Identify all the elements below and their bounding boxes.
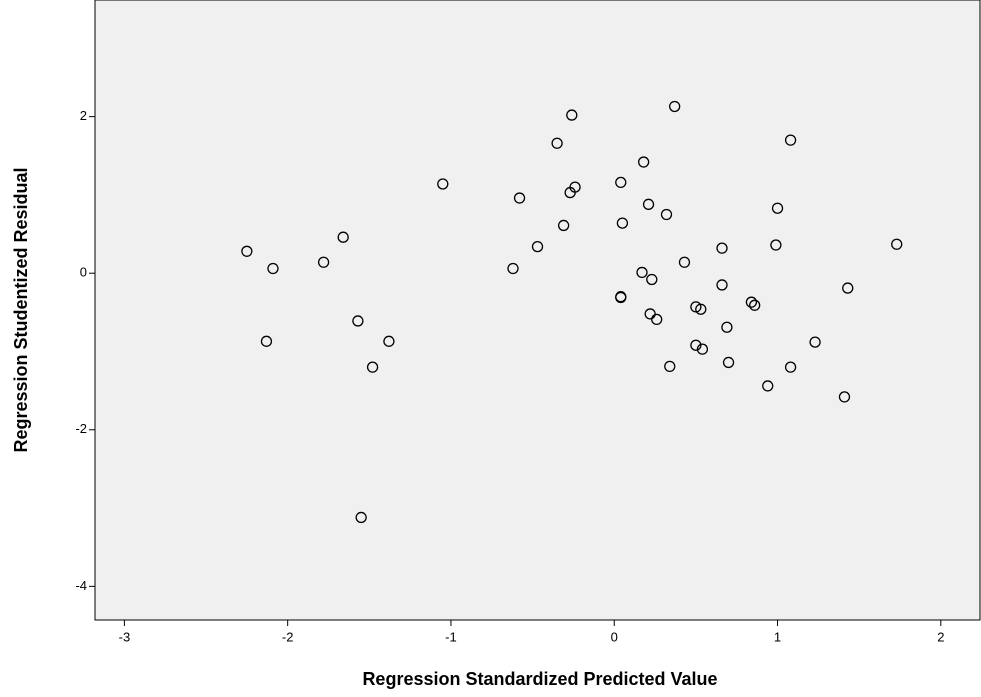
- point: [771, 202, 784, 214]
- point: [644, 308, 656, 320]
- point: [531, 240, 544, 253]
- point: [695, 303, 707, 315]
- y-tick-label: -2: [75, 421, 87, 436]
- point: [507, 262, 519, 275]
- point: [355, 511, 367, 524]
- point: [722, 356, 735, 369]
- point: [690, 339, 702, 351]
- point: [642, 198, 655, 210]
- point: [615, 176, 627, 189]
- point: [669, 100, 681, 113]
- point: [784, 361, 797, 373]
- y-axis-title: Regression Studentized Residual: [11, 167, 31, 452]
- point: [317, 256, 330, 268]
- x-tick-label: -1: [445, 629, 457, 644]
- point: [842, 282, 854, 294]
- point: [337, 231, 349, 243]
- point: [637, 156, 650, 168]
- point: [770, 239, 782, 251]
- point: [557, 219, 570, 232]
- point: [383, 335, 395, 347]
- point: [721, 321, 733, 333]
- point: [660, 208, 673, 221]
- point: [809, 336, 821, 348]
- y-tick-label: 0: [80, 265, 87, 280]
- point: [636, 266, 648, 279]
- x-tick-label: -3: [119, 629, 131, 644]
- x-tick-label: 2: [937, 629, 944, 644]
- point: [678, 256, 691, 268]
- plot-area: [94, 0, 981, 621]
- point: [260, 335, 273, 347]
- point: [651, 313, 663, 326]
- point: [615, 291, 627, 303]
- point: [646, 273, 658, 286]
- y-tick-label: -4: [75, 578, 87, 593]
- x-tick-label: 1: [774, 629, 781, 644]
- point: [838, 391, 851, 403]
- point: [566, 109, 578, 121]
- point: [664, 360, 676, 373]
- point: [241, 245, 253, 257]
- point: [716, 242, 728, 254]
- x-tick-label: 0: [611, 629, 618, 644]
- point: [749, 299, 761, 311]
- point: [762, 380, 774, 392]
- point: [513, 192, 526, 204]
- x-tick-label: -2: [282, 629, 294, 644]
- point: [437, 178, 449, 190]
- point: [551, 137, 563, 149]
- point: [784, 134, 797, 146]
- point: [616, 217, 629, 229]
- x-axis-title: Regression Standardized Predicted Value: [362, 669, 717, 689]
- point: [696, 343, 709, 355]
- point: [891, 238, 903, 250]
- point: [569, 181, 581, 193]
- y-tick-label: 2: [80, 108, 87, 123]
- point: [267, 262, 279, 275]
- point: [366, 361, 379, 373]
- point: [352, 315, 364, 327]
- point: [716, 279, 728, 291]
- point: [745, 296, 758, 308]
